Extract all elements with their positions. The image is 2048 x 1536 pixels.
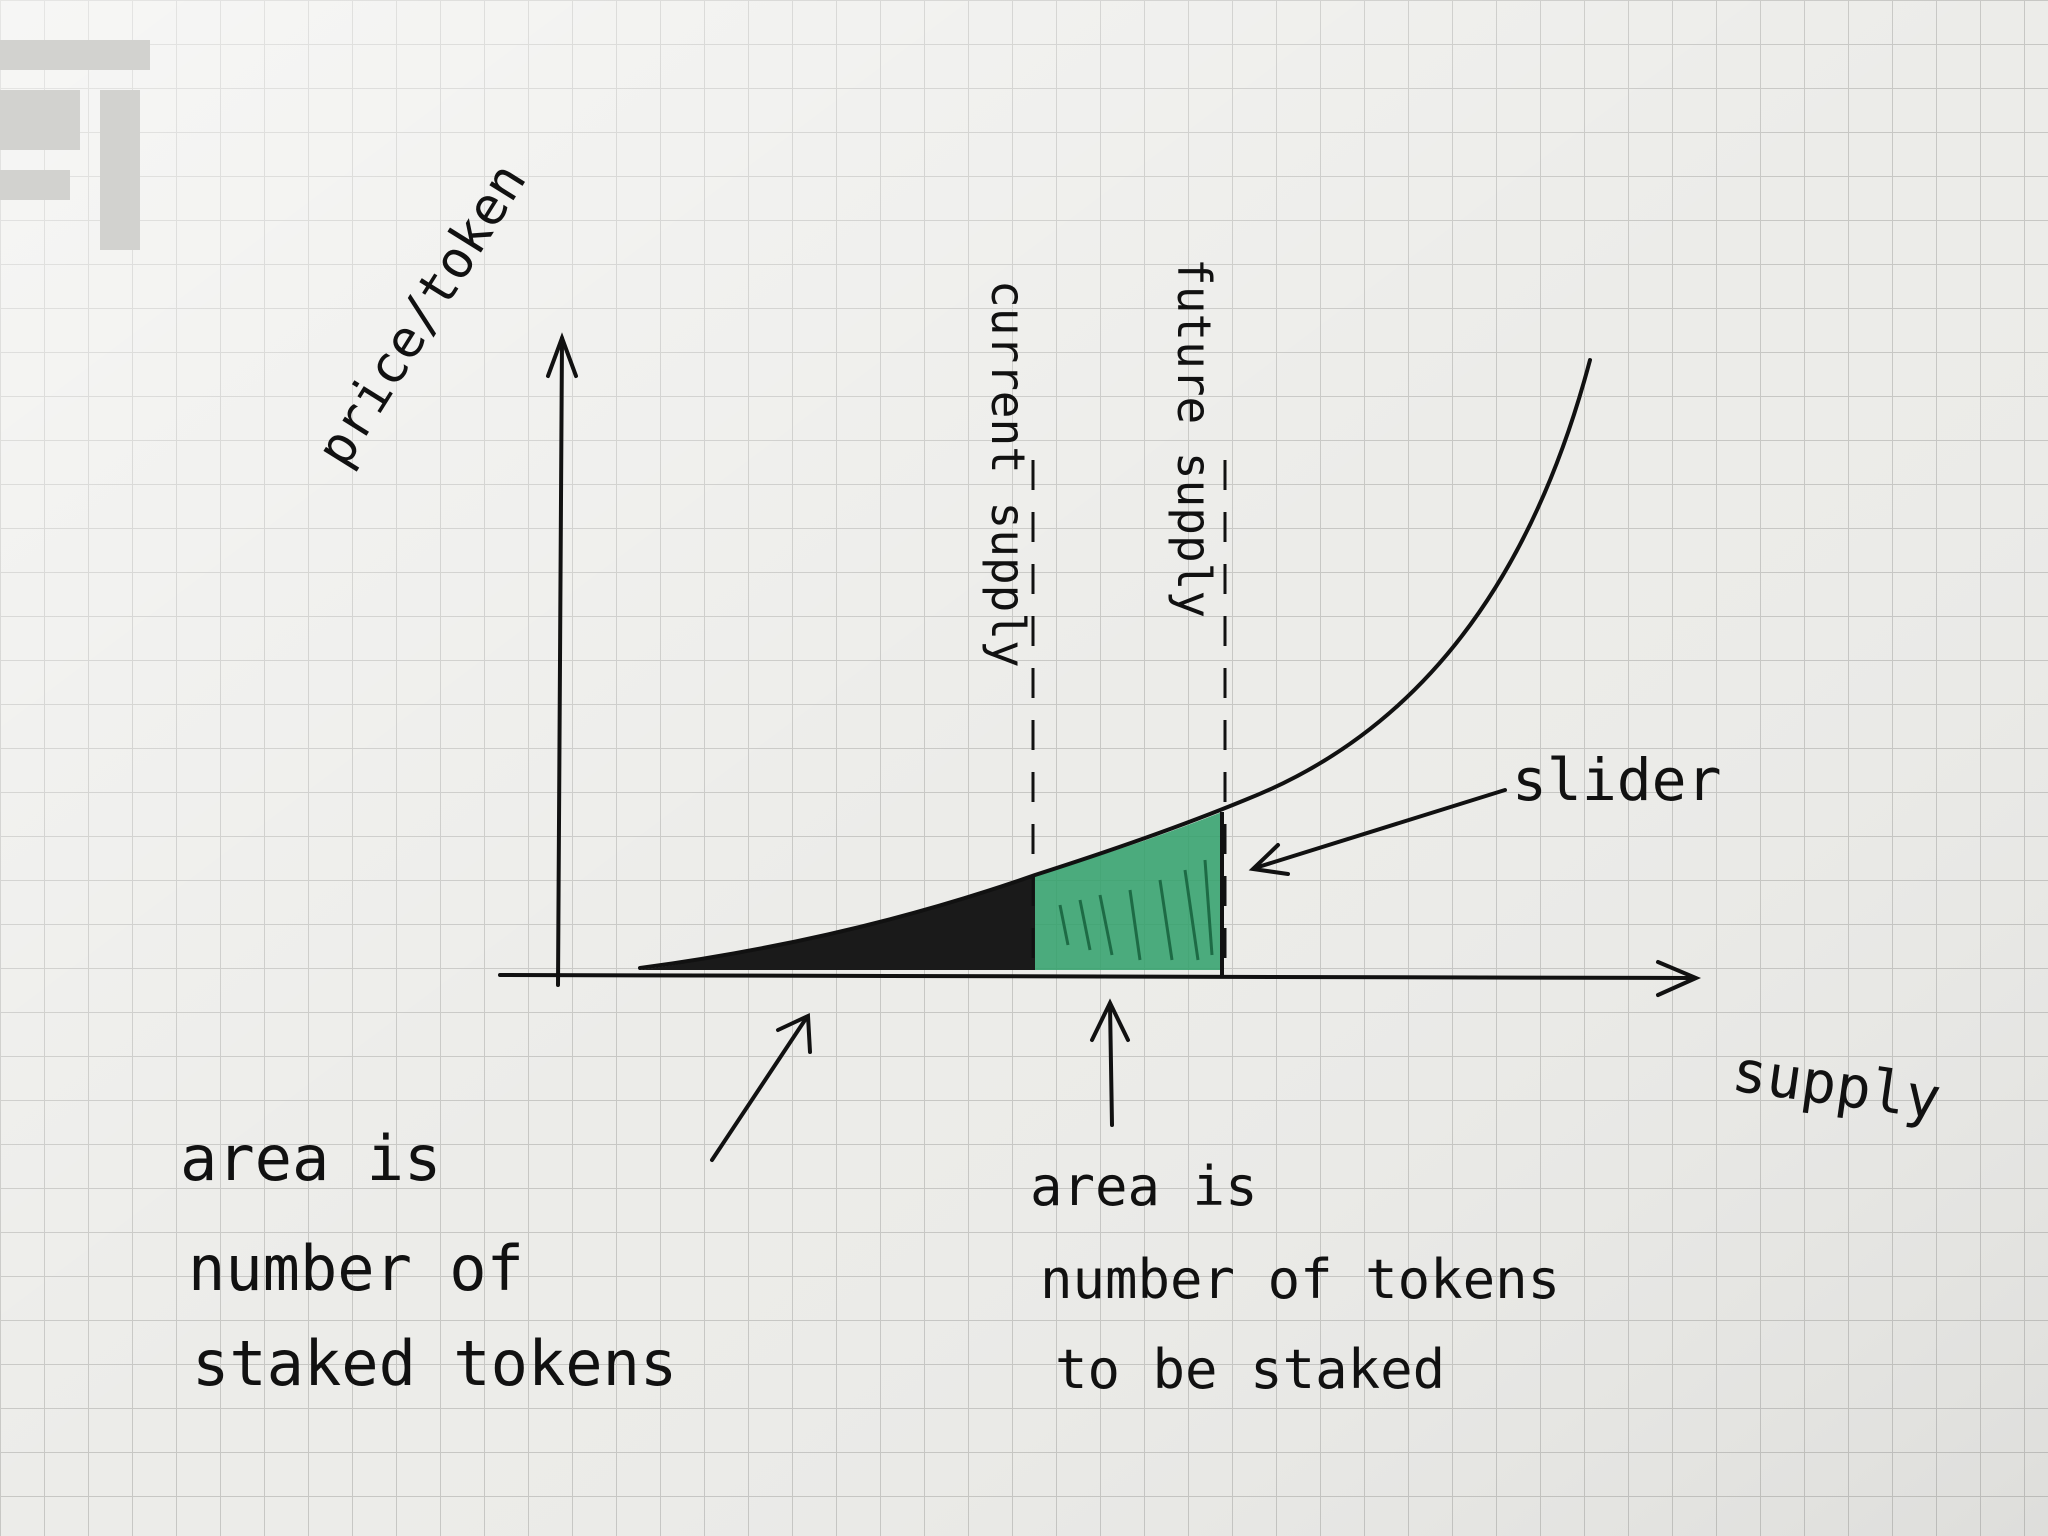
y-axis — [546, 332, 578, 987]
corner-code-mark — [0, 40, 150, 250]
slider-label: slider — [1512, 746, 1722, 814]
staked-callout-line-3: staked tokens — [192, 1327, 677, 1400]
to-be-staked-line-2: number of tokens — [1040, 1248, 1560, 1311]
future-supply-label: future supply — [1167, 258, 1221, 618]
staked-callout-line-2: number of — [188, 1232, 524, 1305]
staked-area — [640, 875, 1035, 970]
current-supply-label: current supply — [981, 280, 1035, 668]
to-be-staked-hatching — [1058, 859, 1214, 961]
slider-arrow — [1248, 788, 1507, 876]
bonding-curve — [638, 358, 1592, 970]
staked-area-callout: area is number of staked tokens — [180, 1122, 677, 1400]
staked-area-arrow — [710, 1012, 812, 1162]
to-be-staked-line-1: area is — [1030, 1155, 1258, 1218]
x-axis — [498, 960, 1702, 997]
to-be-staked-arrow — [1090, 998, 1130, 1127]
to-be-staked-callout: area is number of tokens to be staked — [1030, 1155, 1560, 1401]
staked-callout-line-1: area is — [180, 1122, 441, 1195]
to-be-staked-area — [1035, 812, 1222, 970]
to-be-staked-line-3: to be staked — [1055, 1338, 1445, 1401]
